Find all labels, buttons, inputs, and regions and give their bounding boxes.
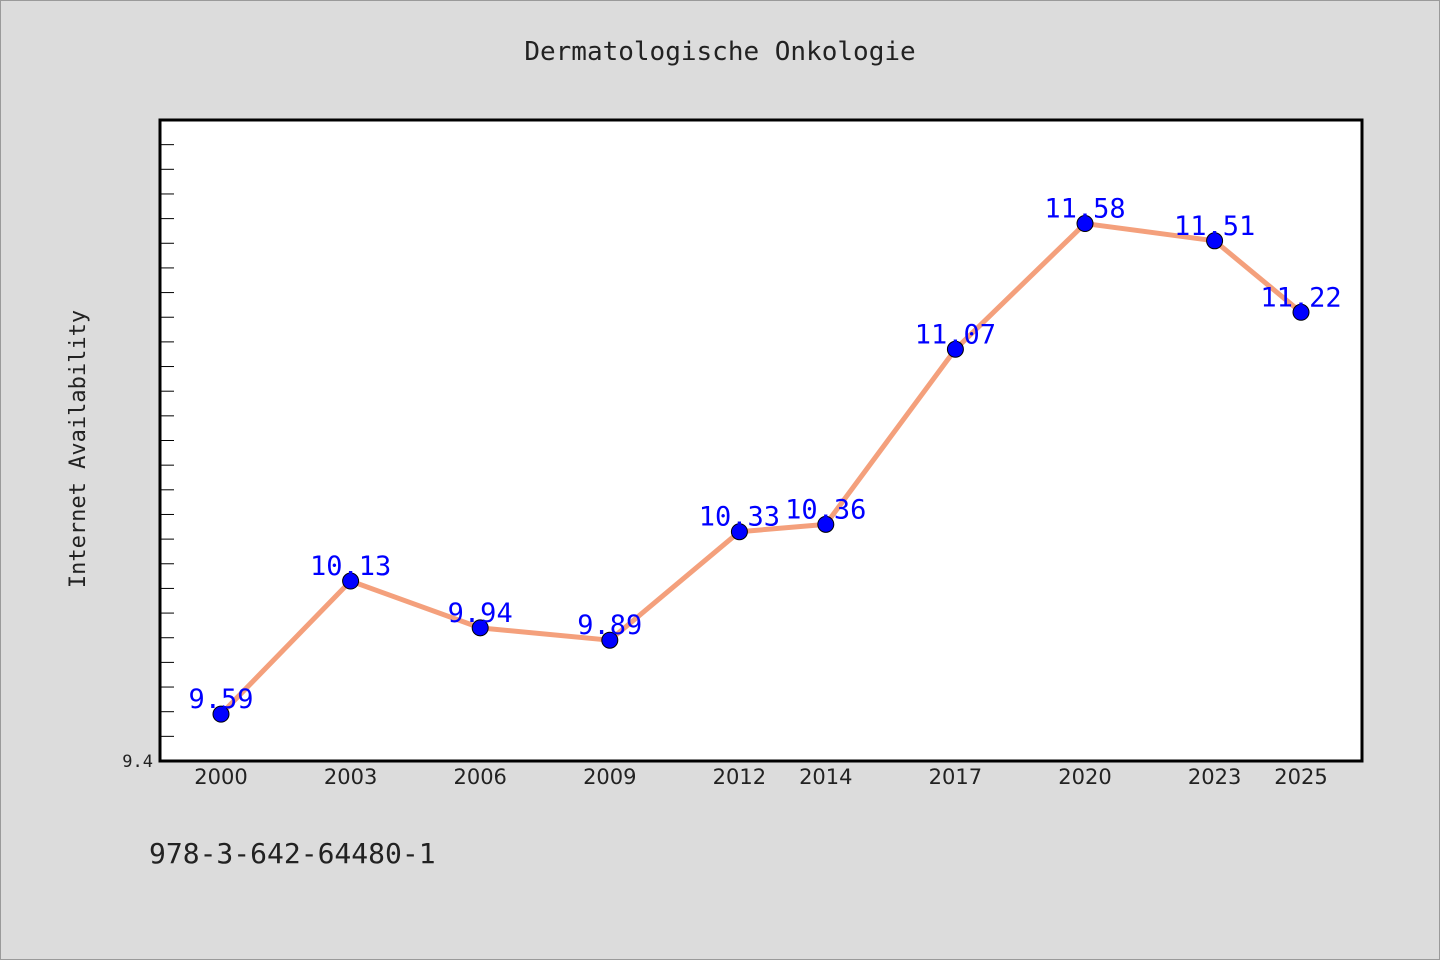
data-point	[471, 619, 489, 637]
data-point	[730, 523, 748, 541]
data-point	[1076, 215, 1094, 233]
y-tick-label: 9.4	[122, 752, 153, 772]
data-label: 11.07	[915, 319, 996, 350]
chart-title: Dermatologische Onkologie	[524, 37, 916, 67]
data-point	[817, 515, 835, 533]
x-tick-label: 2006	[453, 765, 506, 789]
data-label: 11.58	[1044, 194, 1125, 225]
data-label: 11.51	[1174, 211, 1255, 242]
y-axis-label: Internet Availability	[66, 310, 91, 588]
data-label: 10.36	[785, 494, 866, 525]
data-point	[601, 631, 619, 649]
data-point	[946, 340, 964, 358]
x-tick-label: 2009	[583, 765, 636, 789]
data-point	[1292, 303, 1310, 321]
data-label: 9.89	[577, 610, 642, 641]
data-labels: 9.59 10.13 9.94 9.89 10.33 10.36 11.07 11.58 11.…	[188, 194, 1341, 716]
x-tick-label: 2025	[1274, 765, 1327, 789]
series-line	[219, 221, 1303, 716]
data-label: 9.59	[188, 684, 253, 715]
x-axis-tick-labels: 2000 2003 2006 2009 2012 2014 2017 2020 2023 2025	[194, 765, 1327, 789]
y-axis-ticks	[160, 144, 174, 762]
data-point	[212, 705, 230, 723]
data-point	[1206, 232, 1224, 250]
x-tick-label: 2014	[799, 765, 852, 789]
data-label: 10.13	[310, 551, 391, 582]
x-tick-label: 2012	[713, 765, 766, 789]
data-label: 11.22	[1260, 282, 1341, 313]
series-markers	[212, 215, 1310, 723]
data-label: 10.33	[699, 502, 780, 533]
x-tick-label: 2000	[194, 765, 247, 789]
x-tick-label: 2017	[929, 765, 982, 789]
isbn-text: 978-3-642-64480-1	[149, 837, 436, 870]
data-point	[342, 572, 360, 590]
x-tick-label: 2003	[324, 765, 377, 789]
x-tick-label: 2020	[1058, 765, 1111, 789]
x-tick-label: 2023	[1188, 765, 1241, 789]
plot-area	[158, 118, 1364, 763]
data-label: 9.94	[448, 598, 513, 629]
